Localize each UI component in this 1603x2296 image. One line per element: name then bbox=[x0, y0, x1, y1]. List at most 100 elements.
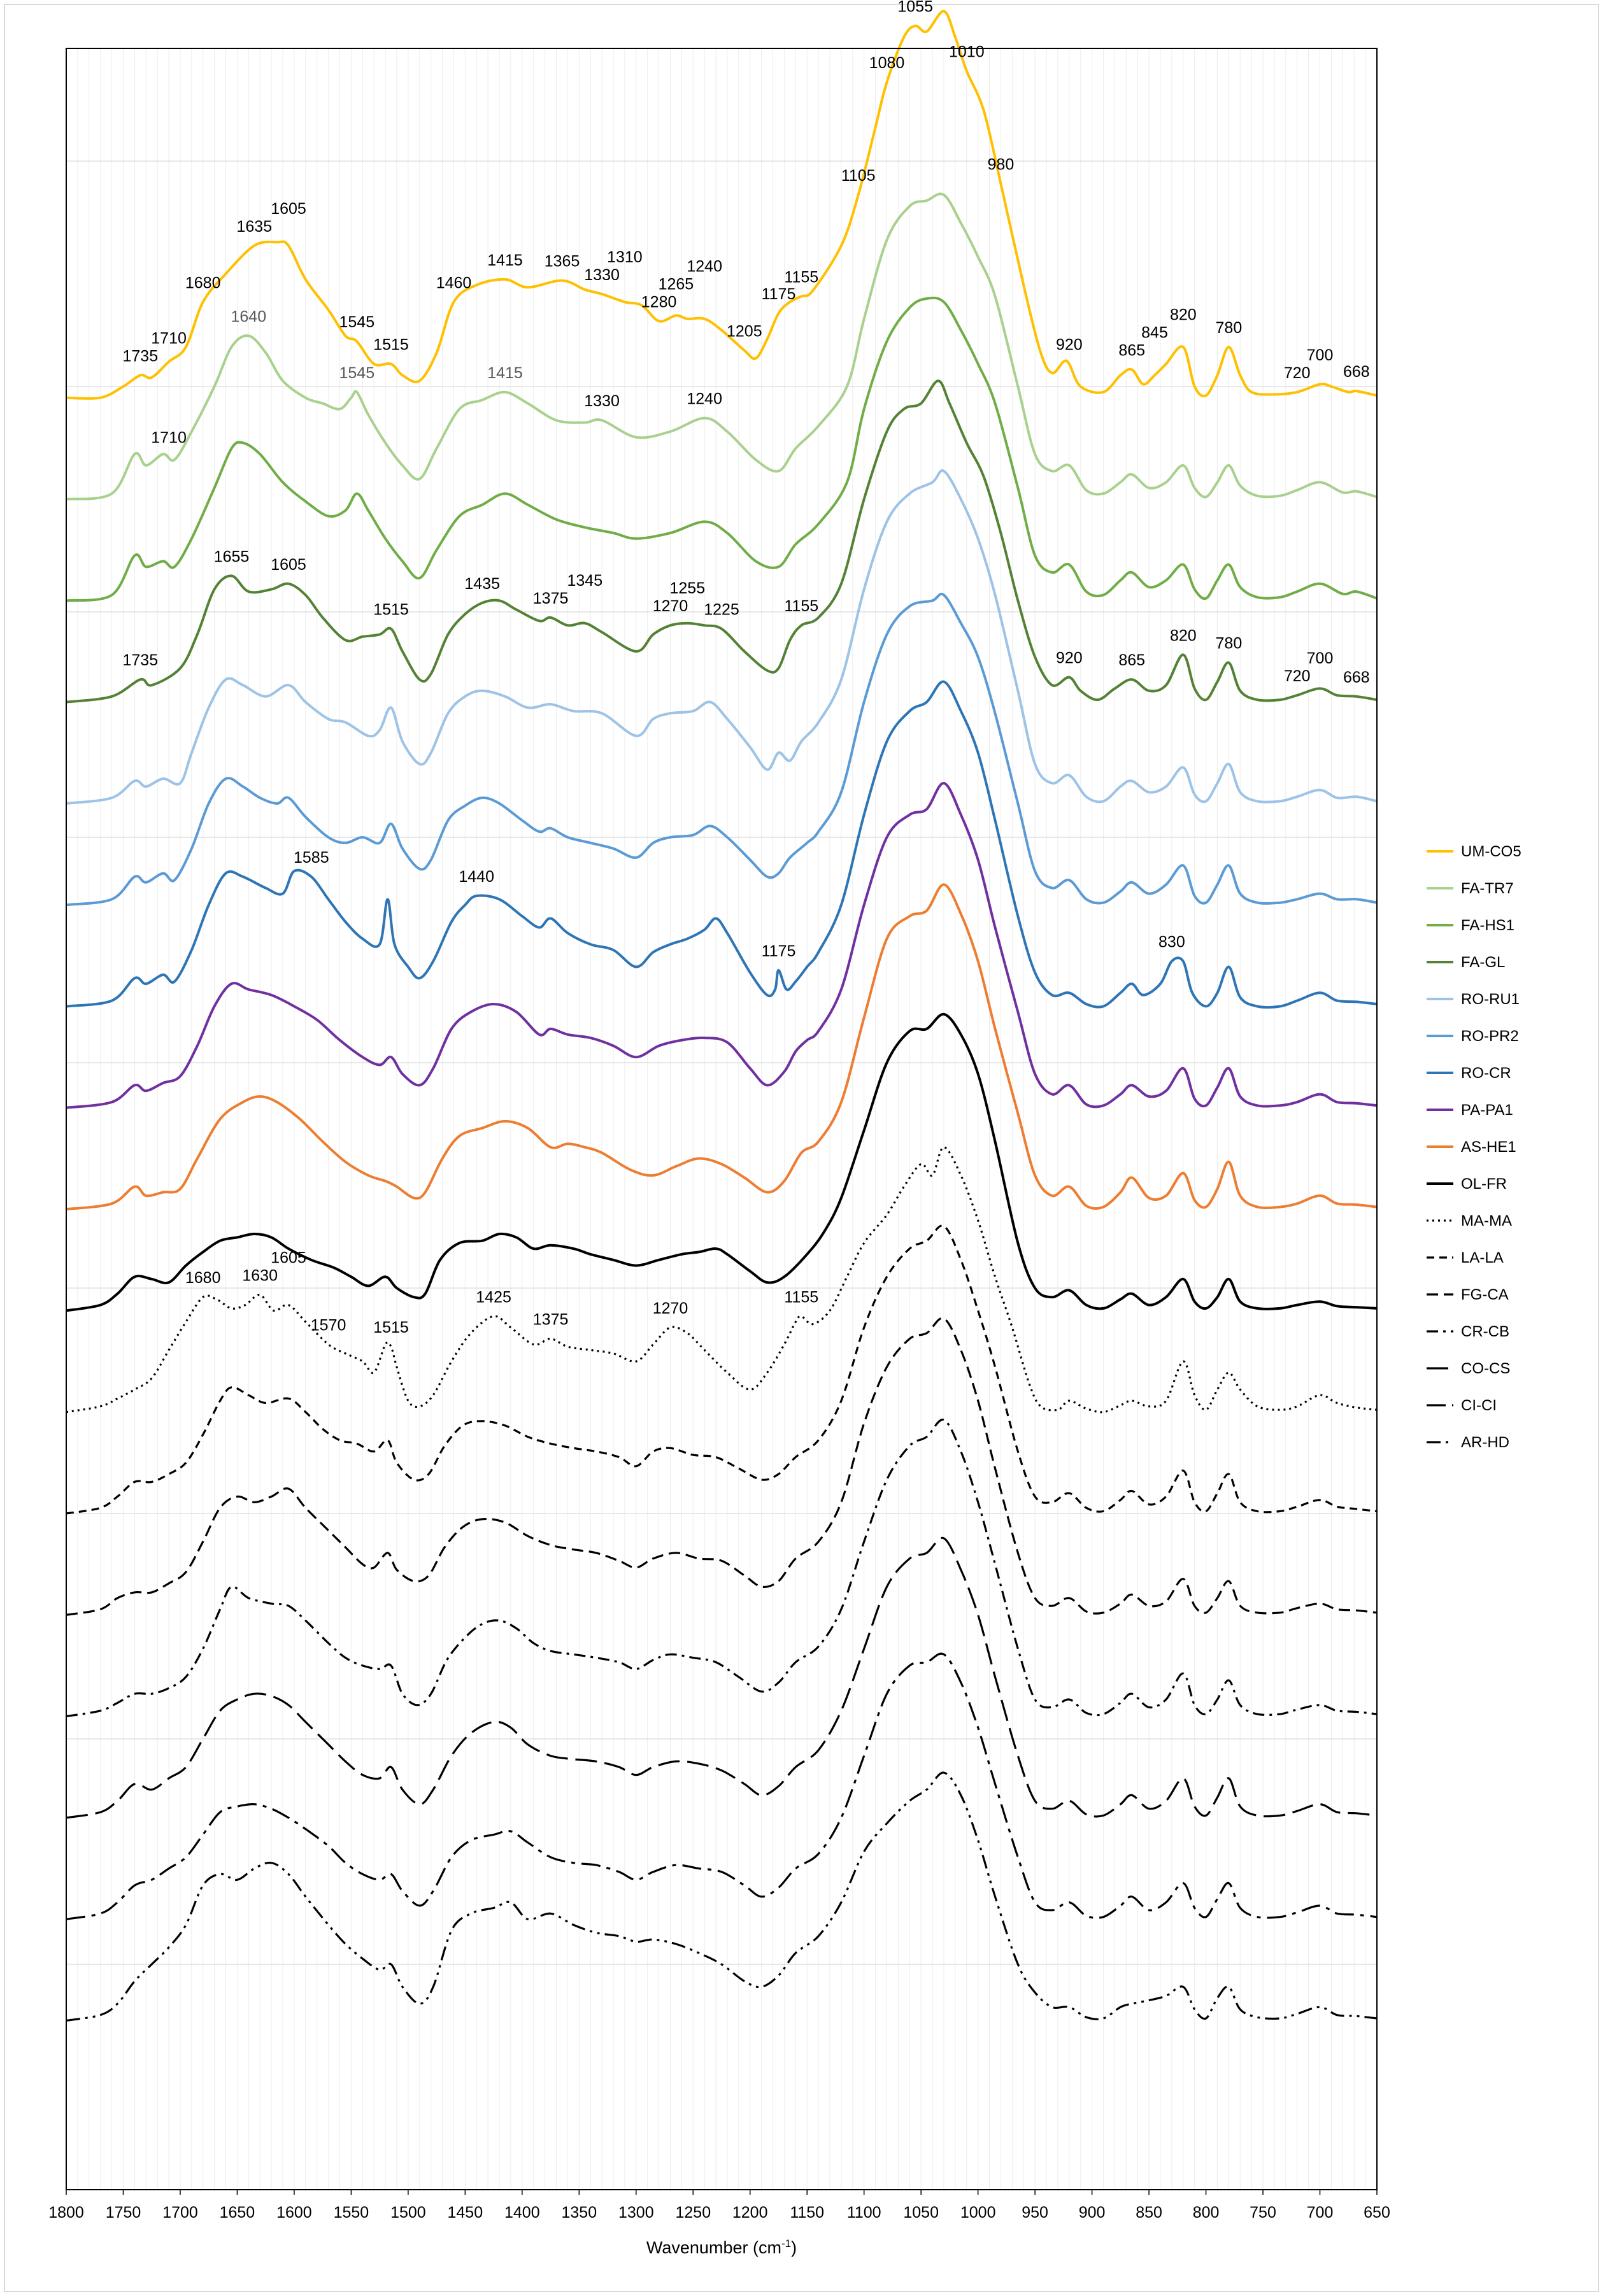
peak-label: 1265 bbox=[659, 275, 694, 293]
peak-label: 1365 bbox=[545, 253, 580, 271]
legend-label-ro-cr: RO-CR bbox=[1461, 1065, 1511, 1082]
peak-label: 1585 bbox=[294, 849, 329, 867]
x-tick-label: 1750 bbox=[106, 2204, 141, 2222]
figure-frame bbox=[4, 4, 1599, 2292]
peak-label: 1710 bbox=[151, 329, 187, 347]
peak-label: 830 bbox=[1158, 933, 1185, 951]
peak-label: 1460 bbox=[436, 274, 472, 292]
peak-label: 1425 bbox=[476, 1288, 511, 1306]
peak-label: 845 bbox=[1141, 324, 1168, 342]
peak-label: 1375 bbox=[533, 1311, 569, 1329]
series-line-cr-cb bbox=[66, 1419, 1378, 1718]
x-tick-label: 1350 bbox=[561, 2204, 597, 2222]
peak-label: 1330 bbox=[584, 392, 620, 410]
peak-label: 1605 bbox=[271, 200, 306, 218]
peak-label: 1515 bbox=[373, 601, 409, 619]
peak-label: 700 bbox=[1307, 346, 1334, 364]
peak-label: 668 bbox=[1343, 363, 1370, 381]
peak-label: 1255 bbox=[669, 579, 705, 597]
series-line-ro-pr2 bbox=[66, 592, 1378, 907]
x-axis-label-superscript: -1 bbox=[781, 2237, 791, 2250]
x-tick-label: 700 bbox=[1307, 2204, 1334, 2222]
x-axis-label-close: ) bbox=[791, 2238, 797, 2257]
peak-label: 1545 bbox=[339, 313, 374, 331]
peak-label: 1640 bbox=[231, 308, 266, 325]
peak-label: 1105 bbox=[841, 167, 876, 185]
peak-label: 1545 bbox=[339, 364, 374, 382]
x-tick-label: 1100 bbox=[847, 2204, 881, 2222]
peak-label: 1205 bbox=[727, 322, 762, 340]
peak-label: 1055 bbox=[897, 0, 933, 16]
series-line-um-co5 bbox=[66, 10, 1378, 400]
peak-label: 1280 bbox=[641, 293, 677, 311]
peak-label: 720 bbox=[1284, 364, 1311, 382]
peak-label: 920 bbox=[1056, 336, 1083, 354]
peak-label: 1225 bbox=[704, 601, 739, 619]
x-tick-label: 1550 bbox=[334, 2204, 369, 2222]
peak-label: 865 bbox=[1118, 342, 1145, 360]
x-tick-label: 1500 bbox=[390, 2204, 426, 2222]
x-tick-label: 1050 bbox=[903, 2204, 939, 2222]
x-tick-label: 800 bbox=[1193, 2204, 1220, 2222]
peak-label: 1270 bbox=[653, 597, 688, 615]
peak-label: 1710 bbox=[151, 429, 187, 447]
legend-label-ma-ma: MA-MA bbox=[1461, 1212, 1512, 1229]
legend-label-ci-ci: CI-CI bbox=[1461, 1397, 1497, 1414]
peak-label: 820 bbox=[1170, 627, 1197, 644]
peak-label: 1155 bbox=[784, 597, 818, 615]
peak-label: 1515 bbox=[373, 1319, 409, 1336]
peak-label: 1570 bbox=[311, 1317, 346, 1335]
series-line-fg-ca bbox=[66, 1317, 1378, 1616]
x-tick-label: 900 bbox=[1079, 2204, 1106, 2222]
legend-label-as-he1: AS-HE1 bbox=[1461, 1138, 1516, 1156]
series-line-ci-ci bbox=[66, 1652, 1378, 1920]
peak-label: 1270 bbox=[653, 1300, 688, 1317]
plot-area-border bbox=[66, 48, 1378, 2190]
series-line-ro-ru1 bbox=[66, 469, 1378, 805]
peak-label: 1415 bbox=[487, 252, 523, 269]
x-tick-label: 1000 bbox=[960, 2204, 996, 2222]
x-tick-label: 650 bbox=[1364, 2204, 1390, 2222]
x-tick-label: 950 bbox=[1022, 2204, 1048, 2222]
peak-label: 1375 bbox=[533, 590, 569, 607]
series-group bbox=[66, 10, 1378, 2022]
legend-label-fa-gl: FA-GL bbox=[1461, 954, 1505, 971]
peak-label: 1735 bbox=[122, 347, 158, 365]
series-line-as-he1 bbox=[66, 883, 1378, 1211]
peak-label: 865 bbox=[1118, 651, 1145, 669]
series-line-ro-cr bbox=[66, 680, 1378, 1009]
x-tick-label: 1300 bbox=[618, 2204, 654, 2222]
x-tick-label: 1250 bbox=[675, 2204, 711, 2222]
series-line-fa-gl bbox=[66, 379, 1378, 704]
legend-label-co-cs: CO-CS bbox=[1461, 1360, 1510, 1377]
peak-label: 1330 bbox=[584, 266, 620, 284]
series-line-fa-hs1 bbox=[66, 296, 1378, 602]
peak-label: 1155 bbox=[784, 268, 818, 286]
peak-label: 1655 bbox=[214, 548, 250, 565]
peak-label: 668 bbox=[1343, 669, 1370, 686]
peak-label: 1415 bbox=[487, 364, 523, 382]
peak-label: 980 bbox=[988, 155, 1015, 173]
peak-label: 1310 bbox=[607, 248, 643, 266]
peak-label: 1435 bbox=[464, 575, 500, 593]
series-line-fa-tr7 bbox=[66, 192, 1378, 500]
peak-label: 1440 bbox=[459, 868, 494, 886]
peak-label: 1735 bbox=[122, 651, 158, 669]
legend-label-fg-ca: FG-CA bbox=[1461, 1286, 1509, 1303]
x-tick-label: 850 bbox=[1136, 2204, 1162, 2222]
legend-label-la-la: LA-LA bbox=[1461, 1249, 1504, 1266]
peak-label: 1680 bbox=[185, 1269, 221, 1287]
series-line-ol-fr bbox=[66, 1012, 1378, 1312]
x-tick-label: 750 bbox=[1250, 2204, 1276, 2222]
peak-label: 920 bbox=[1056, 649, 1083, 667]
peak-label: 1605 bbox=[271, 1249, 306, 1267]
legend-label-ol-fr: OL-FR bbox=[1461, 1175, 1507, 1193]
legend-label-fa-hs1: FA-HS1 bbox=[1461, 917, 1514, 934]
series-line-pa-pa1 bbox=[66, 782, 1378, 1109]
peak-label: 1080 bbox=[869, 54, 905, 72]
peak-label: 780 bbox=[1216, 635, 1243, 653]
peak-label: 1630 bbox=[242, 1267, 278, 1285]
x-tick-label: 1600 bbox=[276, 2204, 312, 2222]
peak-label: 780 bbox=[1216, 319, 1243, 337]
